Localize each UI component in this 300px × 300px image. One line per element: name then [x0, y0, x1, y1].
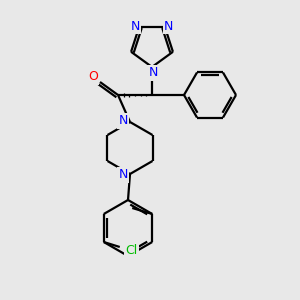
- Text: Cl: Cl: [126, 244, 138, 256]
- Text: N: N: [164, 20, 174, 33]
- Text: N: N: [118, 169, 128, 182]
- Text: O: O: [88, 70, 98, 83]
- Text: N: N: [148, 67, 158, 80]
- Text: N: N: [130, 20, 140, 33]
- Text: N: N: [118, 115, 128, 128]
